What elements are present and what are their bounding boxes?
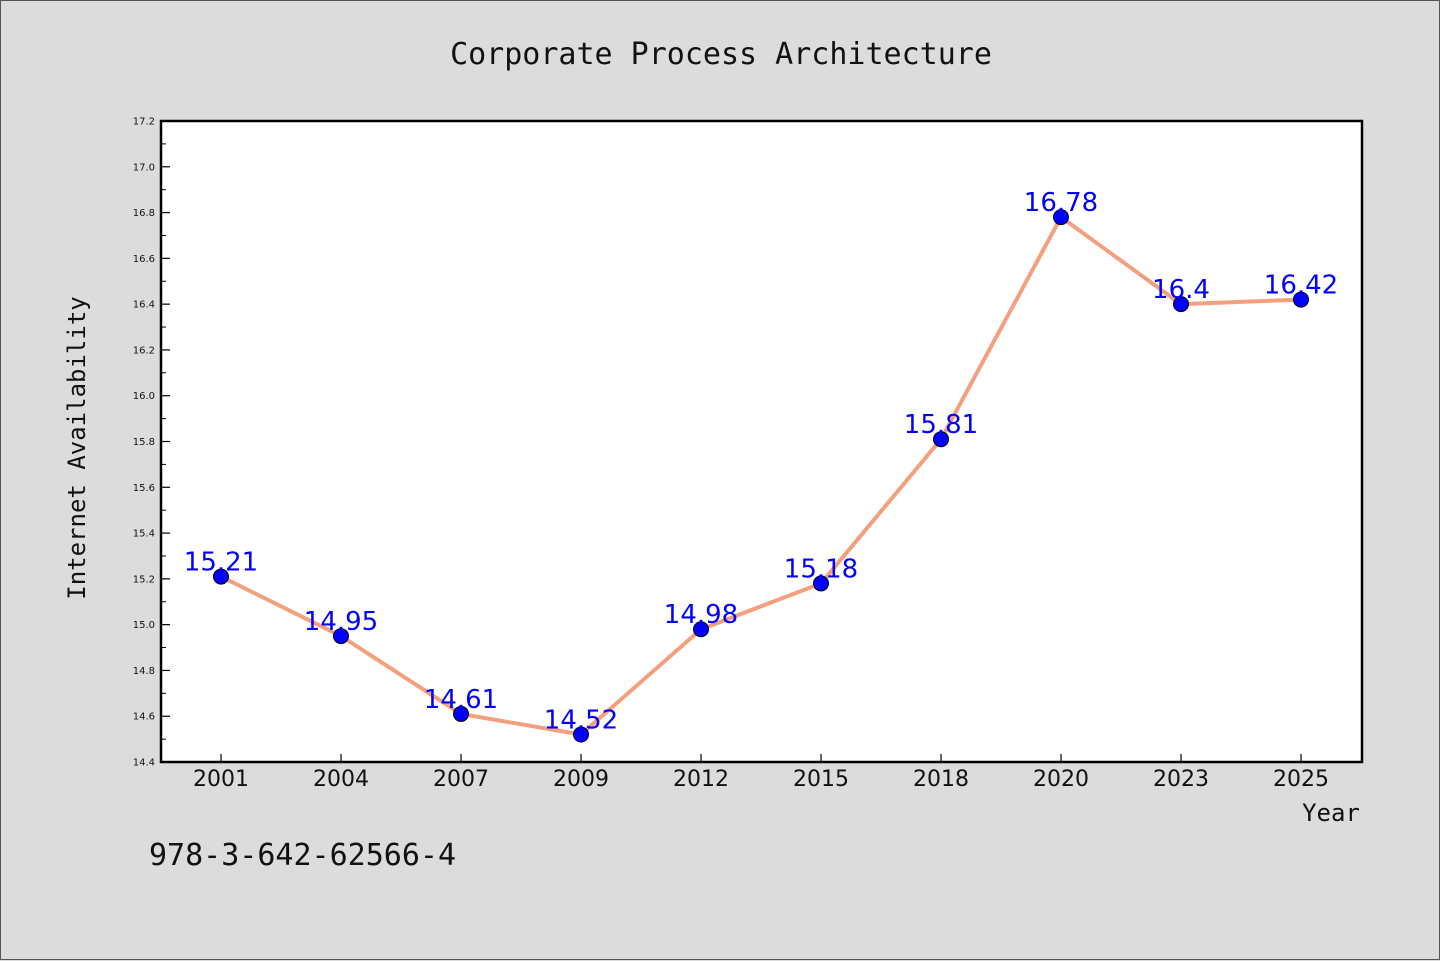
footer-code: 978-3-642-62566-4	[149, 838, 456, 873]
data-label: 16.4	[1152, 275, 1210, 305]
x-tick-label: 2007	[433, 767, 489, 792]
data-label: 14.98	[664, 600, 738, 630]
y-tick-label: 16.2	[133, 345, 155, 356]
y-tick-label: 17.0	[133, 162, 155, 173]
data-label-group: 15.21 14.95 14.61 14.52 14.98 15.18 15.81 16.78…	[184, 188, 1338, 735]
data-label: 15.18	[784, 554, 858, 584]
data-label: 16.78	[1024, 188, 1098, 218]
x-tick-label: 2015	[793, 767, 849, 792]
x-axis: 2001 2004 2007 2009 2012 2015 2018 2020 2023 2025	[193, 754, 1329, 792]
x-tick-label: 2023	[1153, 767, 1209, 792]
plot-area	[159, 119, 1364, 764]
y-tick-label: 15.2	[133, 574, 155, 585]
x-axis-label: Year	[1302, 799, 1360, 827]
data-point-marker	[333, 628, 349, 645]
chart-title: Corporate Process Architecture	[450, 37, 992, 72]
data-label: 14.61	[424, 685, 498, 715]
data-point-marker	[813, 575, 829, 592]
data-label: 16.42	[1264, 271, 1338, 301]
data-label: 14.95	[304, 607, 378, 637]
marker-group	[213, 209, 1309, 743]
data-point-marker	[1053, 209, 1069, 226]
y-axis-label: Internet Availability	[63, 296, 91, 599]
y-tick-label: 15.4	[133, 529, 155, 540]
series-line-group	[219, 215, 1303, 737]
data-label: 15.81	[904, 410, 978, 440]
x-tick-label: 2001	[193, 767, 249, 792]
data-point-marker	[1293, 291, 1309, 308]
y-tick-label: 15.8	[133, 437, 155, 448]
y-tick-label: 16.0	[133, 391, 155, 402]
x-tick-label: 2020	[1033, 767, 1089, 792]
x-tick-label: 2018	[913, 767, 969, 792]
y-tick-label: 16.4	[133, 300, 155, 311]
data-point-marker	[453, 705, 469, 722]
y-tick-label: 15.0	[133, 620, 155, 631]
x-tick-label: 2012	[673, 767, 729, 792]
y-tick-label: 16.6	[133, 254, 155, 265]
x-tick-label: 2004	[313, 767, 369, 792]
data-label: 14.52	[544, 706, 618, 736]
data-point-marker	[933, 431, 949, 448]
y-tick-label: 14.4	[133, 758, 155, 769]
y-tick-label: 15.6	[133, 483, 155, 494]
data-point-marker	[573, 726, 589, 743]
data-label: 15.21	[184, 548, 258, 578]
series-line	[219, 215, 1303, 737]
x-tick-label: 2025	[1273, 767, 1329, 792]
y-axis: 14.4 14.6 14.8 15.0 15.2 15.4 15.6 15.8 16.0 16.2…	[133, 117, 170, 769]
data-point-marker	[693, 621, 709, 638]
y-tick-label: 14.8	[133, 666, 155, 677]
y-tick-label: 14.6	[133, 712, 155, 723]
x-tick-label: 2009	[553, 767, 609, 792]
data-point-marker	[1173, 296, 1189, 313]
y-tick-label: 17.2	[133, 117, 155, 128]
y-tick-label: 16.8	[133, 208, 155, 219]
data-point-marker	[213, 568, 229, 585]
